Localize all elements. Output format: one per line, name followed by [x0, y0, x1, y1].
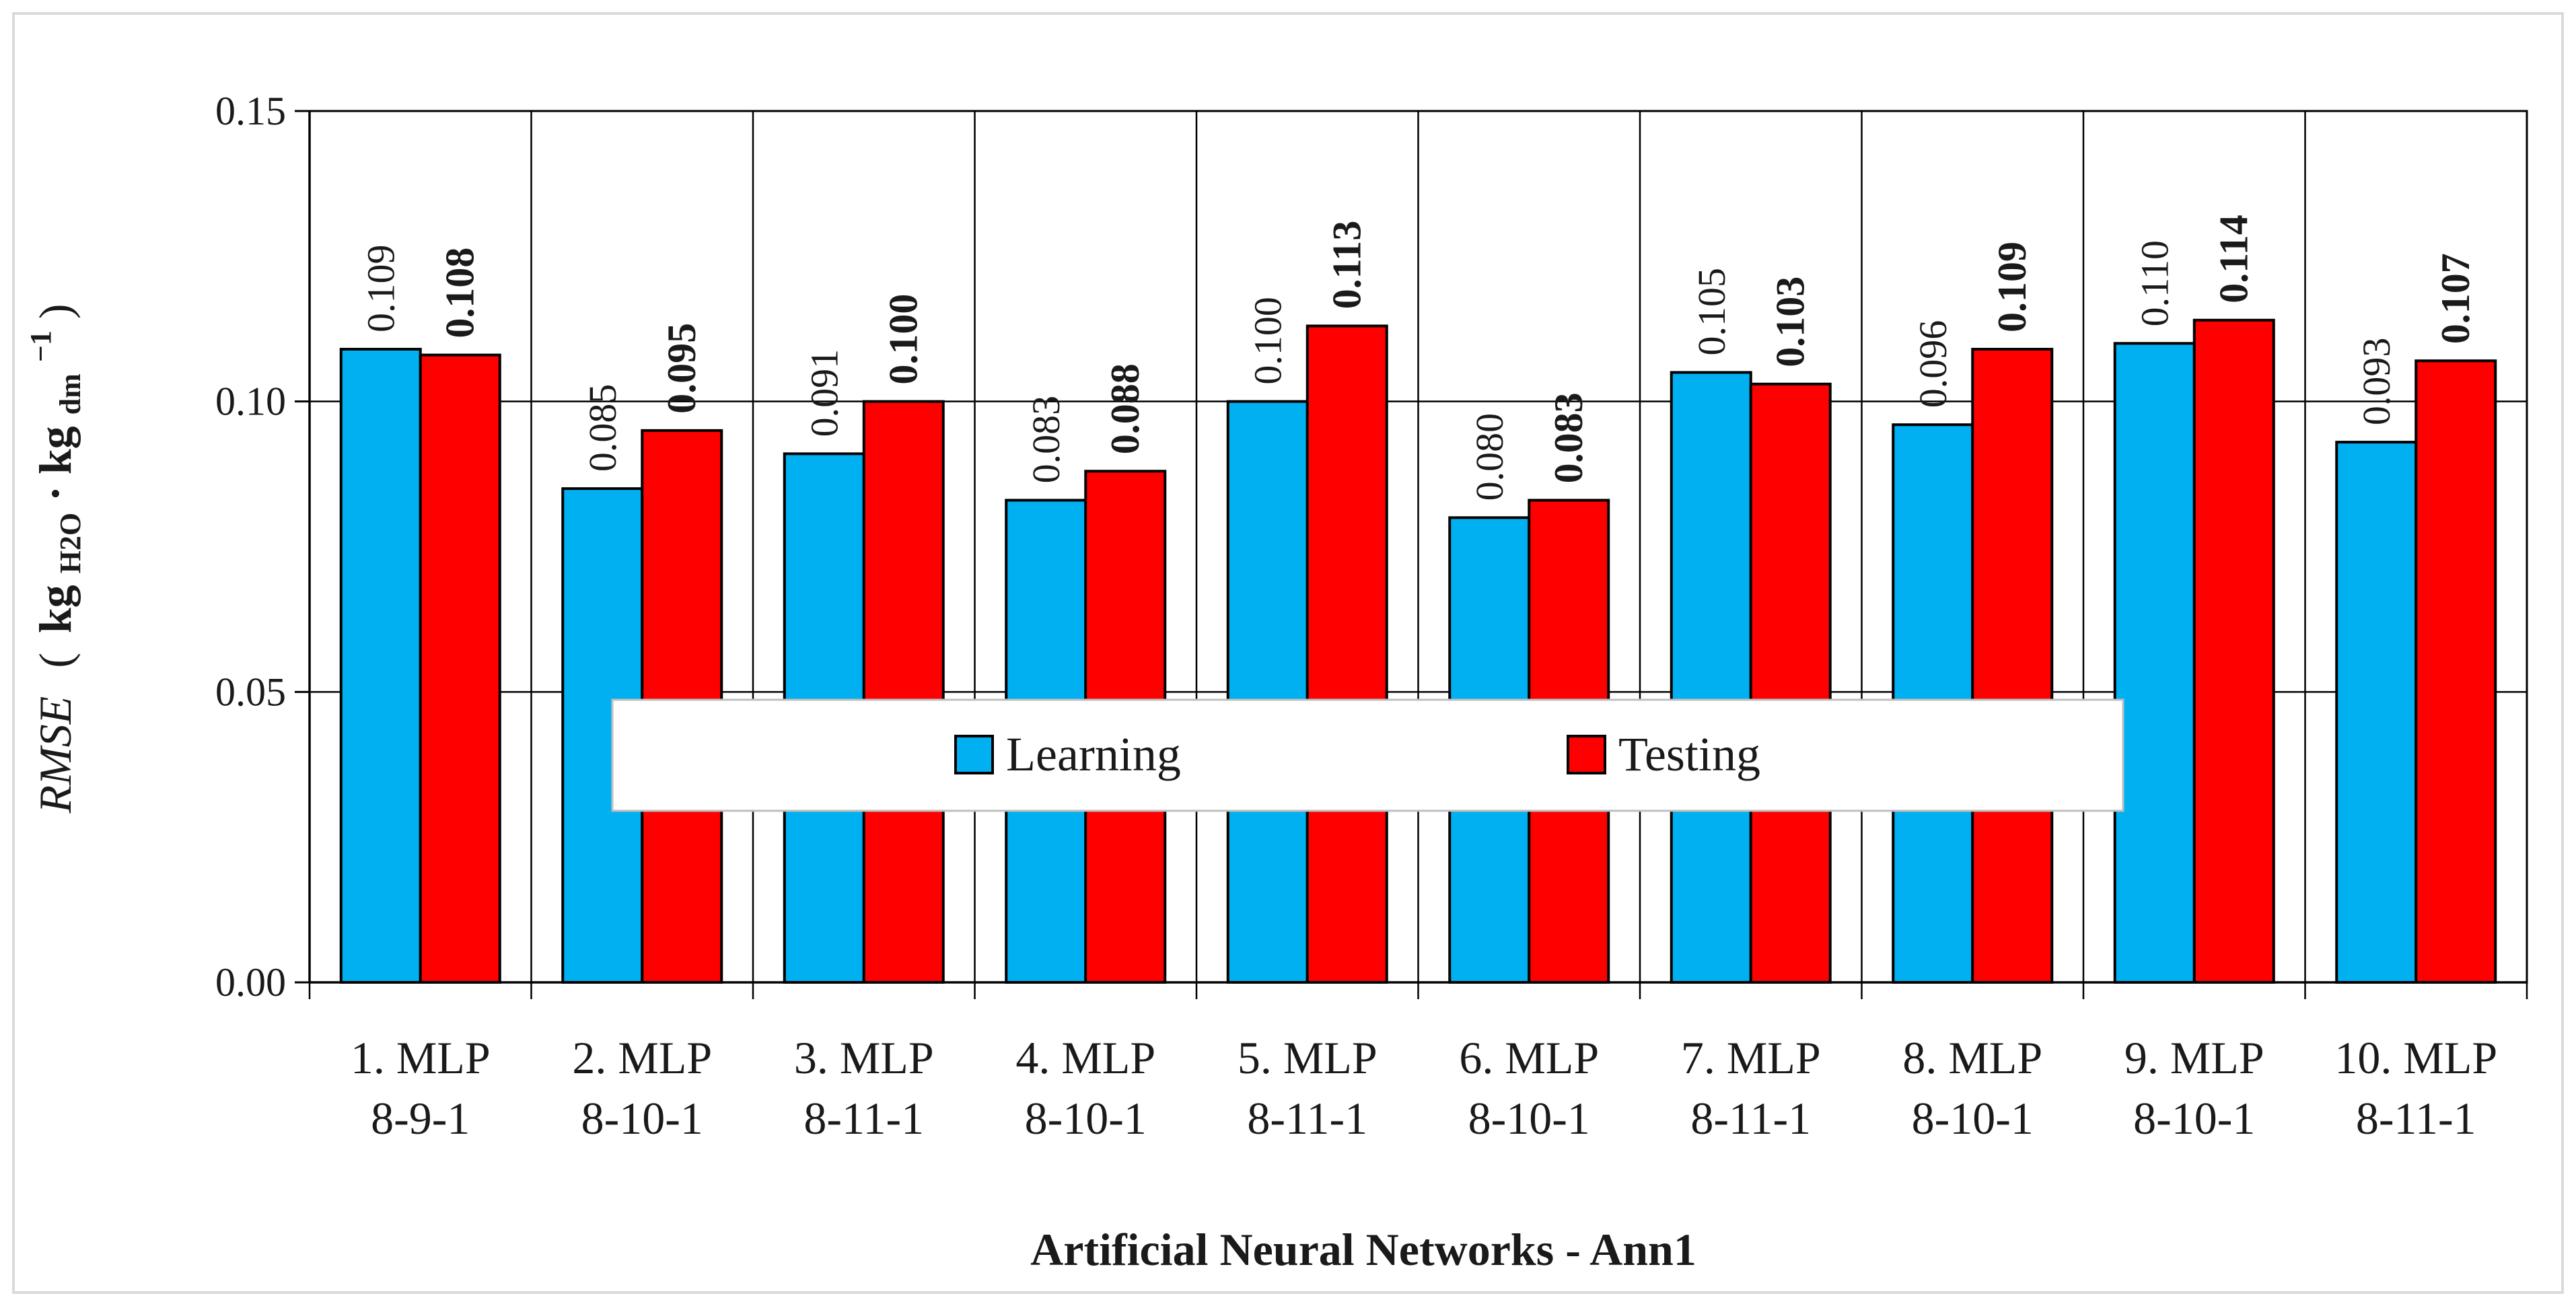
- data-labels: 0.109 0.108 0.085 0.095 0.091 0.100 0.083 0.088…: [359, 215, 2478, 501]
- bar-learning: [2335, 441, 2418, 984]
- legend-label-testing: Testing: [1618, 727, 1760, 781]
- x-category-labels: 1. MLP 8-9-1 2. MLP 8-10-1 3. MLP 8-11-1 4. ML…: [351, 1032, 2497, 1144]
- data-label-learning: 0.109: [359, 244, 403, 332]
- y-title-kg2: kg: [30, 426, 81, 474]
- data-label-learning: 0.105: [1690, 268, 1733, 356]
- y-title-dot: ·: [30, 486, 81, 501]
- bar-testing: [1749, 382, 1832, 984]
- x-category-label-line2: 8-10-1: [1025, 1093, 1147, 1144]
- y-axis-title: RMSE ( kg H2O · kg dm −1 ): [9, 303, 90, 813]
- bar-testing: [862, 400, 945, 984]
- y-title-sub1: H2O: [54, 513, 87, 573]
- x-category-label-line1: 1. MLP: [351, 1032, 491, 1083]
- data-label-testing: 0.095: [659, 323, 704, 414]
- y-title-open: (: [30, 653, 81, 668]
- data-label-learning: 0.083: [1024, 396, 1068, 484]
- x-category-label-line1: 7. MLP: [1681, 1032, 1821, 1083]
- x-category-label-line1: 9. MLP: [2124, 1032, 2264, 1083]
- y-tick-label: 0.05: [215, 669, 286, 714]
- x-category-label-line1: 4. MLP: [1015, 1032, 1155, 1083]
- bar-testing: [2192, 318, 2275, 984]
- data-label-learning: 0.093: [2355, 338, 2398, 426]
- legend-swatch-learning: [954, 735, 994, 774]
- data-label-testing: 0.083: [1546, 392, 1591, 483]
- data-label-testing: 0.088: [1103, 363, 1147, 454]
- bar-learning: [1670, 371, 1752, 984]
- x-category-label-line2: 8-11-1: [2356, 1093, 2476, 1144]
- legend-box: [611, 698, 2124, 812]
- data-label-testing: 0.107: [2433, 253, 2478, 344]
- bars: [339, 318, 2497, 984]
- x-category-label-line1: 2. MLP: [572, 1032, 712, 1083]
- x-category-label-line2: 8-10-1: [1912, 1093, 2034, 1144]
- data-label-learning: 0.080: [1468, 413, 1511, 501]
- data-label-testing: 0.100: [882, 294, 926, 385]
- data-label-testing: 0.113: [1325, 221, 1369, 310]
- y-title-kg1: kg: [30, 585, 81, 633]
- y-tick-label: 0.10: [215, 379, 286, 424]
- x-category-label-line2: 8-10-1: [1468, 1093, 1590, 1144]
- bar-learning: [339, 347, 422, 984]
- x-category-label-line1: 8. MLP: [1902, 1032, 2042, 1083]
- data-label-learning: 0.085: [581, 384, 624, 472]
- x-category-label-line1: 3. MLP: [794, 1032, 934, 1083]
- data-label-learning: 0.100: [1246, 297, 1290, 385]
- x-category-label-line2: 8-10-1: [581, 1093, 703, 1144]
- y-tick-labels: 0.00 0.05 0.10 0.15: [215, 89, 286, 1005]
- y-title-sub2: dm: [54, 373, 87, 414]
- data-label-learning: 0.091: [803, 349, 847, 437]
- data-label-testing: 0.108: [438, 248, 482, 338]
- y-tick-label: 0.15: [215, 89, 286, 133]
- bar-learning: [2113, 342, 2196, 984]
- y-tick-label: 0.00: [215, 960, 286, 1005]
- legend-label-learning: Learning: [1006, 727, 1181, 781]
- x-category-label-line2: 8-9-1: [371, 1093, 470, 1144]
- x-category-label-line1: 5. MLP: [1238, 1032, 1378, 1083]
- data-label-learning: 0.110: [2133, 240, 2177, 326]
- y-title-sup: −1: [24, 330, 57, 362]
- data-label-learning: 0.096: [1911, 320, 1955, 408]
- y-title-rmse: RMSE: [30, 696, 81, 814]
- x-category-label-line2: 8-11-1: [803, 1093, 924, 1144]
- x-category-label-line2: 8-11-1: [1690, 1093, 1811, 1144]
- bar-testing: [2414, 359, 2497, 984]
- bar-testing: [1305, 324, 1388, 984]
- bar-testing: [419, 353, 501, 984]
- y-title-close: ): [30, 303, 81, 319]
- bar-testing: [1971, 347, 2054, 984]
- legend: Learning Testing: [611, 698, 2124, 812]
- x-category-label-line2: 8-10-1: [2133, 1093, 2255, 1144]
- bar-learning: [1226, 400, 1309, 984]
- data-label-testing: 0.109: [1990, 242, 2034, 332]
- x-category-label-line1: 6. MLP: [1459, 1032, 1599, 1083]
- x-category-label-line2: 8-11-1: [1247, 1093, 1367, 1144]
- x-category-label-line1: 10. MLP: [2334, 1032, 2497, 1083]
- legend-swatch-testing: [1567, 735, 1606, 774]
- data-label-testing: 0.103: [1768, 277, 1813, 367]
- svg-text:RMSE ( kg H2: RMSE ( kg H2O · kg dm −1 ): [9, 303, 90, 813]
- axes: [295, 110, 2527, 984]
- data-label-testing: 0.114: [2212, 215, 2256, 303]
- x-axis-title: Artificial Neural Networks - Ann1: [1030, 1224, 1696, 1275]
